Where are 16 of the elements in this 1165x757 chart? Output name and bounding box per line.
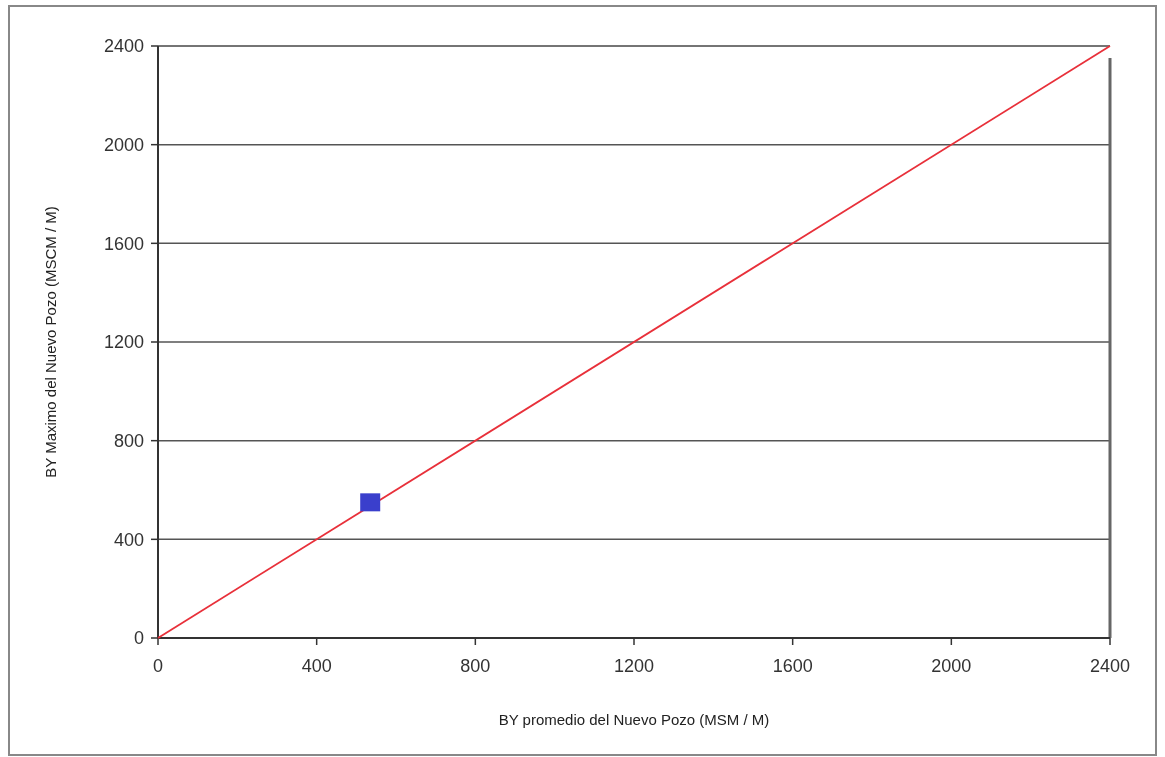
y-axis-title: BY Maximo del Nuevo Pozo (MSCM / M) <box>42 206 59 478</box>
x-tick-label: 400 <box>301 656 332 676</box>
x-tick-label: 2000 <box>931 656 972 676</box>
x-tick-label: 1600 <box>772 656 813 676</box>
y-tick-label: 0 <box>133 628 144 649</box>
y-tick-label: 2400 <box>103 36 144 57</box>
y-tick-label: 2000 <box>103 134 144 155</box>
x-tick-label: 0 <box>152 656 164 676</box>
x-tick-label: 1200 <box>613 656 655 676</box>
y-tick-label: 1200 <box>103 332 144 353</box>
y-tick-label: 800 <box>113 430 144 451</box>
y-tick-label: 1600 <box>103 233 144 254</box>
x-tick-label: 800 <box>460 656 491 676</box>
y-tick-label: 400 <box>113 529 144 550</box>
x-axis-title: BY promedio del Nuevo Pozo (MSM / M) <box>498 711 770 728</box>
x-tick-label: 2400 <box>1089 656 1131 676</box>
